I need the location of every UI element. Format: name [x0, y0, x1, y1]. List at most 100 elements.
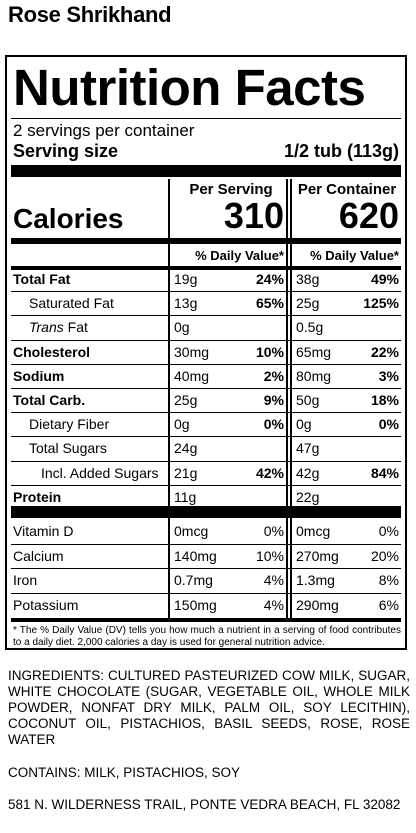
- nutrient-label-text: Total Carb.: [13, 392, 86, 408]
- nutrient-label-text: Vitamin D: [13, 523, 74, 539]
- row-divider: [11, 436, 401, 438]
- nutrient-label-text: Cholesterol: [13, 343, 91, 360]
- row-divider: [11, 592, 401, 594]
- serving-dv: 4%: [263, 572, 284, 588]
- container-amount: 270mg: [296, 547, 339, 564]
- nutrition-facts-title: Nutrition Facts: [13, 59, 366, 116]
- nutrient-label-text: Potassium: [13, 596, 79, 613]
- container-amount: 47g: [296, 440, 320, 457]
- serving-dv: 2%: [263, 367, 284, 384]
- container-amount: 22g: [296, 488, 320, 505]
- allergen-statement: CONTAINS: MILK, PISTACHIOS, SOY: [8, 765, 241, 780]
- nutrition-facts-panel: Nutrition Facts 2 servings per container…: [5, 55, 407, 650]
- nutrient-label: Vitamin D: [13, 523, 73, 539]
- divider: [11, 618, 401, 622]
- daily-value-footnote: * The % Daily Value (DV) tells you how m…: [13, 625, 401, 648]
- nutrient-label-text: Saturated Fat: [29, 295, 114, 312]
- serving-size-label: Serving size: [13, 141, 119, 161]
- divider: [11, 118, 401, 119]
- container-amount: 42g: [296, 464, 320, 481]
- container-amount: 50g: [296, 392, 320, 408]
- container-dv: 0%: [378, 416, 399, 433]
- container-dv: 18%: [370, 392, 399, 408]
- row-divider: [11, 484, 401, 486]
- nutrient-label-text: Protein: [13, 488, 62, 505]
- row-divider: [11, 412, 401, 414]
- serving-dv: 10%: [255, 547, 284, 564]
- nutrient-label: Total Sugars: [29, 440, 107, 456]
- nutrient-label-text: Calcium: [13, 547, 64, 564]
- serving-amount: 0mcg: [174, 523, 209, 539]
- servings-per-container: 2 servings per container: [13, 121, 195, 140]
- nutrient-label-text: Total Sugars: [29, 440, 107, 457]
- divider: [11, 266, 401, 270]
- serving-dv: 9%: [263, 392, 284, 408]
- product-title: Rose Shrikhand: [8, 2, 172, 27]
- container-dv: 49%: [370, 271, 399, 287]
- dv-header-container: % Daily Value*: [310, 248, 399, 263]
- serving-amount: 0g: [174, 416, 190, 433]
- nutrient-label-text: Iron: [13, 572, 38, 588]
- container-dv: 125%: [363, 295, 399, 312]
- calories-per-container: 620: [338, 195, 399, 236]
- serving-amount: 30mg: [174, 343, 210, 360]
- container-amount: 80mg: [296, 367, 332, 384]
- serving-dv: 0%: [263, 416, 284, 433]
- serving-amount: 24g: [174, 440, 198, 457]
- serving-dv: 10%: [255, 343, 284, 360]
- serving-dv: 0%: [263, 523, 284, 539]
- container-dv: 6%: [378, 596, 399, 613]
- nutrient-label: Dietary Fiber: [29, 416, 109, 432]
- container-amount: 38g: [296, 271, 320, 287]
- serving-amount: 140mg: [174, 547, 217, 564]
- column-divider: [168, 179, 170, 619]
- serving-amount: 150mg: [174, 596, 217, 613]
- serving-size-value: 1/2 tub (113g): [283, 141, 399, 161]
- row-divider: [11, 568, 401, 569]
- container-dv: 8%: [378, 572, 399, 588]
- container-amount: 65mg: [296, 343, 332, 360]
- row-divider: [11, 460, 401, 462]
- nutrient-label: Calcium: [13, 548, 64, 564]
- container-amount: 290mg: [296, 596, 339, 613]
- serving-dv: 65%: [255, 295, 284, 312]
- per-container-header: Per Container: [297, 181, 397, 198]
- thick-divider: [11, 165, 401, 177]
- nutrient-label-text: Dietary Fiber: [29, 416, 110, 433]
- medium-divider: [11, 238, 401, 244]
- row-divider: [11, 339, 401, 341]
- container-amount: 0mcg: [296, 523, 331, 539]
- nutrient-label: Sodium: [13, 368, 64, 384]
- calories-per-serving: 310: [223, 195, 284, 236]
- container-dv: 3%: [378, 367, 399, 384]
- nutrient-label: Total Fat: [13, 271, 70, 287]
- nutrient-label: Iron: [13, 572, 37, 588]
- serving-amount: 25g: [174, 392, 198, 408]
- calories-label: Calories: [13, 203, 124, 234]
- serving-amount: 13g: [174, 295, 198, 312]
- nutrient-label-text: Sodium: [13, 367, 65, 384]
- container-amount: 0g: [296, 416, 312, 433]
- dv-header-serving: % Daily Value*: [195, 248, 284, 263]
- per-serving-header: Per Serving: [189, 181, 273, 198]
- nutrient-label: Protein: [13, 489, 61, 505]
- container-amount: 0.5g: [296, 319, 324, 336]
- serving-amount: 0.7mg: [174, 572, 213, 588]
- container-amount: 1.3mg: [296, 572, 335, 588]
- serving-amount: 11g: [174, 488, 197, 505]
- nutrient-label-text: Total Fat: [13, 271, 71, 287]
- row-divider: [11, 388, 401, 389]
- serving-amount: 21g: [174, 464, 198, 481]
- row-divider: [11, 315, 401, 317]
- nutrient-label-italic: Trans: [29, 319, 64, 336]
- nutrient-label-text: Fat: [63, 319, 88, 336]
- manufacturer-address: 581 N. WILDERNESS TRAIL, PONTE VEDRA BEA…: [8, 797, 401, 812]
- nutrient-label: Incl. Added Sugars: [41, 465, 159, 481]
- serving-dv: 42%: [255, 464, 284, 481]
- nutrient-label: Total Carb.: [13, 392, 85, 408]
- column-divider: [290, 179, 292, 619]
- nutrient-label: Cholesterol: [13, 344, 90, 360]
- nutrient-label-text: Incl. Added Sugars: [41, 464, 159, 481]
- container-dv: 0%: [378, 523, 399, 539]
- container-dv: 22%: [370, 343, 399, 360]
